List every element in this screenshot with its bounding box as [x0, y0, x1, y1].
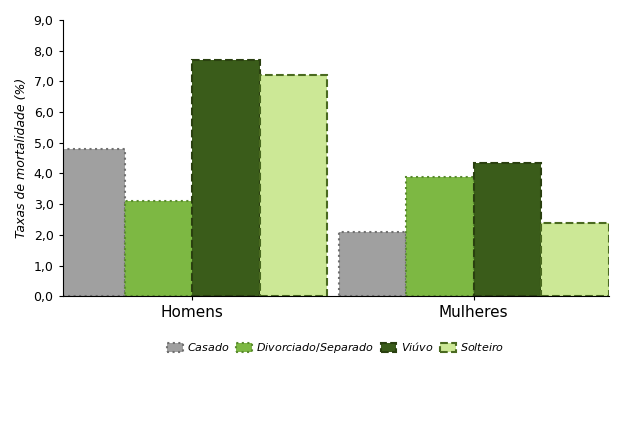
Bar	[125, 201, 192, 296]
Bar	[339, 232, 406, 296]
Bar	[474, 163, 542, 296]
Bar	[260, 75, 328, 296]
Bar	[192, 60, 260, 296]
Legend: $\it{Casado}$, $\it{Divorciado/Separado}$, $\it{Viúvo}$, $\it{Solteiro}$: $\it{Casado}$, $\it{Divorciado/Separado}…	[163, 336, 509, 360]
Y-axis label: Taxas de mortalidade (%): Taxas de mortalidade (%)	[15, 78, 28, 238]
Bar	[542, 222, 609, 296]
Bar	[406, 176, 474, 296]
Bar	[57, 149, 125, 296]
